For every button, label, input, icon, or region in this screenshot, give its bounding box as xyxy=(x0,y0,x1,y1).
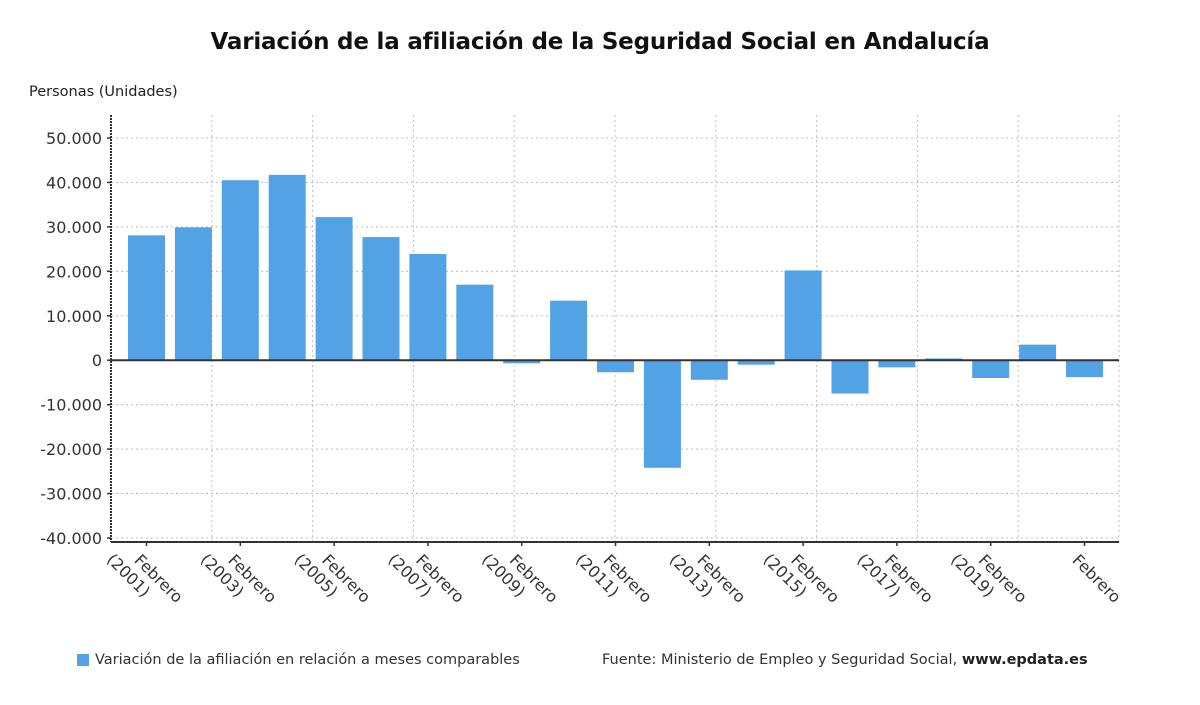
bar[interactable] xyxy=(268,174,306,361)
legend: Variación de la afiliación en relación a… xyxy=(77,652,520,668)
bar[interactable] xyxy=(878,360,916,368)
y-tick-label: -40.000 xyxy=(40,529,102,548)
bar[interactable] xyxy=(737,360,775,365)
bar[interactable] xyxy=(690,360,728,380)
y-tick-label: 10.000 xyxy=(46,307,102,326)
chart-title: Variación de la afiliación de la Segurid… xyxy=(210,29,990,55)
y-tick-label: 50.000 xyxy=(46,129,102,148)
bar[interactable] xyxy=(174,227,212,361)
x-tick-label-month: Febrero xyxy=(1069,550,1125,606)
bar[interactable] xyxy=(597,360,634,373)
bar[interactable] xyxy=(315,217,353,361)
y-tick-label: 40.000 xyxy=(46,173,102,192)
bar-series xyxy=(128,174,1103,468)
x-tick-label: Febrero(2017) xyxy=(853,550,937,607)
y-tick-label: -10.000 xyxy=(40,396,102,415)
x-tick-label: Febrero(2003) xyxy=(197,550,281,607)
x-tick-label: Febrero(2019) xyxy=(947,550,1031,607)
x-tick-label: Febrero(2005) xyxy=(291,550,375,607)
legend-swatch xyxy=(77,654,89,666)
bar[interactable] xyxy=(1019,344,1057,361)
bar[interactable] xyxy=(503,360,541,364)
bar[interactable] xyxy=(409,254,447,361)
bar[interactable] xyxy=(831,360,869,394)
bar[interactable] xyxy=(456,284,494,361)
grid-lines xyxy=(111,115,1120,542)
x-tick-label: Febrero(2007) xyxy=(384,550,468,607)
x-tick-label: Febrero(2001) xyxy=(103,550,187,607)
y-tick-label: 30.000 xyxy=(46,218,102,237)
x-tick-label: Febrero(2013) xyxy=(666,550,750,607)
y-tick-label: 20.000 xyxy=(46,262,102,281)
bar[interactable] xyxy=(1066,360,1103,378)
x-tick-label: Febrero(2015) xyxy=(760,550,844,607)
x-tick-label: Febrero xyxy=(1069,550,1125,606)
x-axis-ticks: Febrero(2001) Febrero(2003) Febrero(2005) F… xyxy=(103,542,1125,607)
legend-label: Variación de la afiliación en relación a… xyxy=(95,652,520,668)
bar[interactable] xyxy=(362,237,400,361)
y-axis-ticks: 50.000 40.000 30.000 20.000 10.000 0 -10.000 -2… xyxy=(40,129,111,548)
source-note: Fuente: Ministerio de Empleo y Seguridad… xyxy=(602,652,1088,668)
x-tick-label: Febrero(2011) xyxy=(572,550,656,607)
y-tick-label: 0 xyxy=(92,351,102,370)
bar[interactable] xyxy=(643,360,681,468)
source-text: Fuente: Ministerio de Empleo y Seguridad… xyxy=(602,652,962,668)
x-tick-label: Febrero(2009) xyxy=(478,550,562,607)
bar[interactable] xyxy=(128,235,165,361)
bar[interactable] xyxy=(784,270,822,361)
y-axis-label: Personas (Unidades) xyxy=(29,84,178,100)
y-tick-label: -30.000 xyxy=(40,485,102,504)
axes xyxy=(110,115,1119,543)
bar[interactable] xyxy=(550,300,588,361)
y-tick-label: -20.000 xyxy=(40,440,102,459)
bar[interactable] xyxy=(972,360,1010,378)
bar[interactable] xyxy=(221,180,259,361)
source-site-link[interactable]: www.epdata.es xyxy=(961,652,1088,668)
